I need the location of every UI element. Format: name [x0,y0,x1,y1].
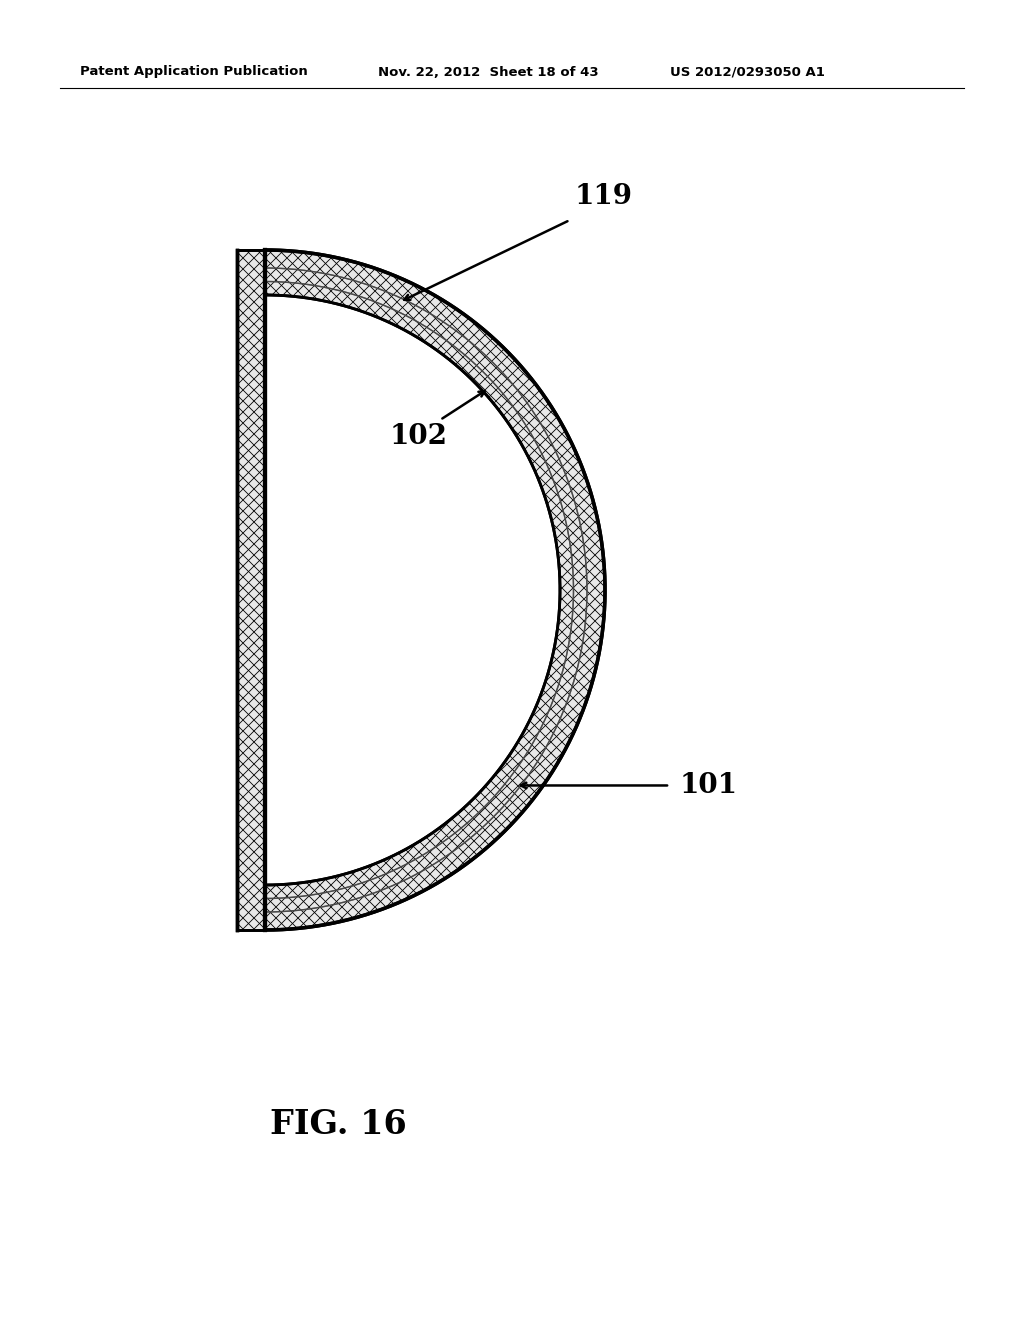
Text: FIG. 16: FIG. 16 [270,1109,407,1142]
Text: Nov. 22, 2012  Sheet 18 of 43: Nov. 22, 2012 Sheet 18 of 43 [378,66,599,78]
Polygon shape [265,249,605,931]
Text: 119: 119 [575,183,633,210]
Text: Patent Application Publication: Patent Application Publication [80,66,308,78]
Bar [237,249,265,931]
Text: US 2012/0293050 A1: US 2012/0293050 A1 [670,66,825,78]
Text: 102: 102 [390,422,449,450]
Polygon shape [265,294,560,884]
Text: 101: 101 [680,772,738,799]
